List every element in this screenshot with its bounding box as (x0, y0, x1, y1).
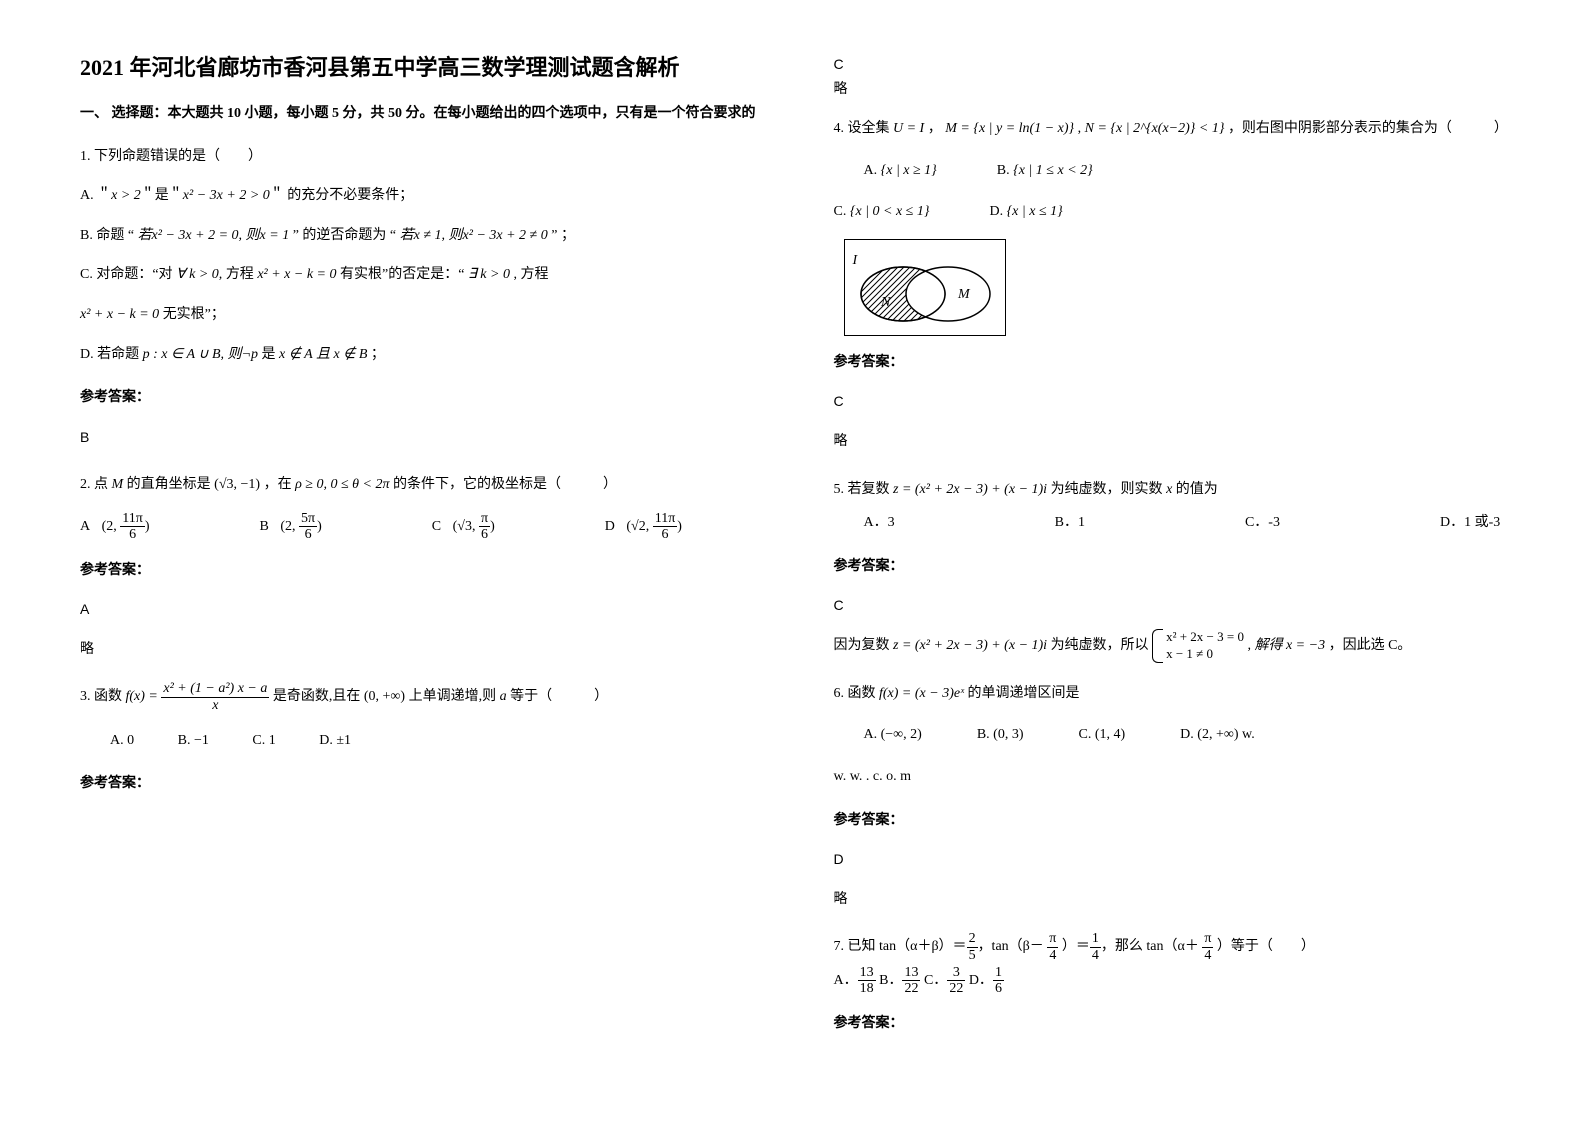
q4-opts-row2: C. {x | 0 < x ≤ 1} D. {x | x ≤ 1} (834, 195, 1528, 229)
q1-opt-c-line2: x² + x − k = 0 无实根”； (80, 298, 774, 332)
question-5: 5. 若复数 z = (x² + 2x − 3) + (x − 1)i 为纯虚数… (834, 473, 1528, 663)
q5-expl: 因为复数 z = (x² + 2x − 3) + (x − 1)i 为纯虚数，所… (834, 629, 1528, 663)
q5-ans: C (834, 589, 1528, 623)
q3-note: 略 (834, 78, 1528, 98)
q4-note: 略 (834, 425, 1528, 459)
q2-ans: A (80, 593, 774, 627)
q4-opt-b: B. {x | 1 ≤ x < 2} (997, 154, 1093, 188)
q4-ans-label: 参考答案： (834, 346, 1528, 380)
q3-opt-d: D. ±1 (319, 733, 351, 748)
q3-opt-b: B. −1 (178, 733, 209, 748)
q2-note: 略 (80, 633, 774, 667)
q1-stem: 1. 下列命题错误的是（ ） (80, 140, 774, 174)
page: 2021 年河北省廊坊市香河县第五中学高三数学理测试题含解析 一、 选择题：本大… (0, 0, 1587, 1122)
q3-options: A. 0 B. −1 C. 1 D. ±1 (80, 724, 774, 758)
q3-ans-label: 参考答案： (80, 767, 774, 801)
q7-options: A．1318 B．1322 C．322 D．16 (834, 964, 1528, 998)
q4-opt-d: D. {x | x ≤ 1} (989, 195, 1062, 229)
q4-opt-c: C. {x | 0 < x ≤ 1} (834, 195, 930, 229)
question-1: 1. 下列命题错误的是（ ） A. ＂x > 2＂是＂x² − 3x + 2 >… (80, 140, 774, 455)
q3-ans: C (834, 56, 1528, 72)
q3-opt-a: A. 0 (110, 733, 134, 748)
q2-opt-a: A (2, 11π6) (80, 510, 150, 544)
q2-ans-label: 参考答案： (80, 554, 774, 588)
q6-options: A. (−∞, 2) B. (0, 3) C. (1, 4) D. (2, +∞… (834, 718, 1528, 752)
q6-opt-b: B. (0, 3) (977, 718, 1024, 752)
q4-opts-row1: A. {x | x ≥ 1} B. {x | 1 ≤ x < 2} (834, 154, 1528, 188)
q4-stem: 4. 设全集 U = I ， M = {x | y = ln(1 − x)} ,… (834, 112, 1528, 146)
right-column: C 略 4. 设全集 U = I ， M = {x | y = ln(1 − x… (804, 50, 1528, 1092)
q7-opt-d: D．16 (969, 973, 1004, 988)
q4-ans: C (834, 385, 1528, 419)
venn-M-label: M (957, 287, 971, 302)
q6-note: 略 (834, 883, 1528, 917)
section-1-head: 一、 选择题：本大题共 10 小题，每小题 5 分，共 50 分。在每小题给出的… (80, 103, 774, 125)
doc-title: 2021 年河北省廊坊市香河县第五中学高三数学理测试题含解析 (80, 50, 774, 85)
q1-opt-c: C. 对命题：“对 ∀ k > 0, 方程 x² + x − k = 0 有实根… (80, 258, 774, 292)
left-column: 2021 年河北省廊坊市香河县第五中学高三数学理测试题含解析 一、 选择题：本大… (80, 50, 804, 1092)
q2-opt-c: C (√3, π6) (432, 510, 495, 544)
q2-opt-d: D (√2, 11π6) (605, 510, 682, 544)
q5-opt-a: A．3 (864, 506, 895, 540)
q5-opt-d: D．1 或-3 (1440, 506, 1500, 540)
q6-opt-d: D. (2, +∞) w. (1180, 718, 1255, 752)
question-3: 3. 函数 f(x) = x² + (1 − a²) x − a x 是奇函数,… (80, 680, 774, 801)
q7-opt-b: B．1322 (879, 973, 920, 988)
q5-ans-label: 参考答案： (834, 550, 1528, 584)
q7-stem: 7. 已知 tan（α＋β）＝25，tan（β－ π4 ）＝14，那么 tan（… (834, 930, 1528, 964)
question-4: 4. 设全集 U = I ， M = {x | y = ln(1 − x)} ,… (834, 112, 1528, 459)
q6-stem: 6. 函数 f(x) = (x − 3)eˣ 的单调递增区间是 (834, 677, 1528, 711)
q3-stem: 3. 函数 f(x) = x² + (1 − a²) x − a x 是奇函数,… (80, 680, 774, 714)
q5-opt-b: B．1 (1055, 506, 1085, 540)
q7-opt-c: C．322 (924, 973, 965, 988)
q7-opt-a: A．1318 (834, 973, 876, 988)
q6-opt-a: A. (−∞, 2) (864, 718, 922, 752)
q1-opt-d: D. 若命题 p : x ∈ A ∪ B, 则¬p 是 x ∉ A 且 x ∉ … (80, 338, 774, 372)
q6-ans: D (834, 843, 1528, 877)
q3-opt-c: C. 1 (252, 733, 275, 748)
question-2: 2. 点 M 的直角坐标是 (√3, −1) ，在 ρ ≥ 0, 0 ≤ θ <… (80, 468, 774, 666)
q1-ans: B (80, 421, 774, 455)
question-6: 6. 函数 f(x) = (x − 3)eˣ 的单调递增区间是 A. (−∞, … (834, 677, 1528, 917)
q5-opt-c: C．-3 (1245, 506, 1280, 540)
q2-stem: 2. 点 M 的直角坐标是 (√3, −1) ，在 ρ ≥ 0, 0 ≤ θ <… (80, 468, 774, 502)
q6-ans-label: 参考答案： (834, 804, 1528, 838)
q7-ans-label: 参考答案： (834, 1007, 1528, 1041)
venn-svg: N M (853, 258, 998, 330)
q4-opt-a: A. {x | x ≥ 1} (864, 154, 937, 188)
q2-options: A (2, 11π6) B (2, 5π6) C (√3, π6) D (√2,… (80, 510, 774, 544)
q1-ans-label: 参考答案： (80, 381, 774, 415)
q6-tail: w. w. . c. o. m (834, 760, 1528, 794)
q6-opt-c: C. (1, 4) (1079, 718, 1126, 752)
venn-diagram: I N M (844, 239, 1006, 336)
question-7: 7. 已知 tan（α＋β）＝25，tan（β－ π4 ）＝14，那么 tan（… (834, 930, 1528, 1041)
q2-opt-b: B (2, 5π6) (260, 510, 322, 544)
venn-N-label: N (880, 295, 891, 310)
q1-opt-a: A. ＂x > 2＂是＂x² − 3x + 2 > 0＂ 的充分不必要条件； (80, 179, 774, 213)
q1-opt-b: B. 命题 “ 若x² − 3x + 2 = 0, 则x = 1 ” 的逆否命题… (80, 219, 774, 253)
q5-options: A．3 B．1 C．-3 D．1 或-3 (834, 506, 1528, 540)
q5-stem: 5. 若复数 z = (x² + 2x − 3) + (x − 1)i 为纯虚数… (834, 473, 1528, 507)
q3-frac: x² + (1 − a²) x − a x (161, 681, 269, 713)
q5-system: x² + 2x − 3 = 0 x − 1 ≠ 0 (1152, 629, 1244, 663)
